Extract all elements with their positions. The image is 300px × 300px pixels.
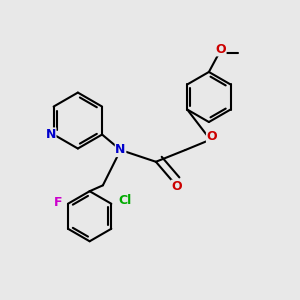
Text: F: F — [53, 196, 62, 209]
Text: O: O — [171, 180, 182, 193]
Text: O: O — [215, 43, 226, 56]
Text: O: O — [206, 130, 217, 143]
Text: N: N — [116, 143, 126, 157]
Text: N: N — [46, 128, 56, 141]
Text: Cl: Cl — [119, 194, 132, 207]
